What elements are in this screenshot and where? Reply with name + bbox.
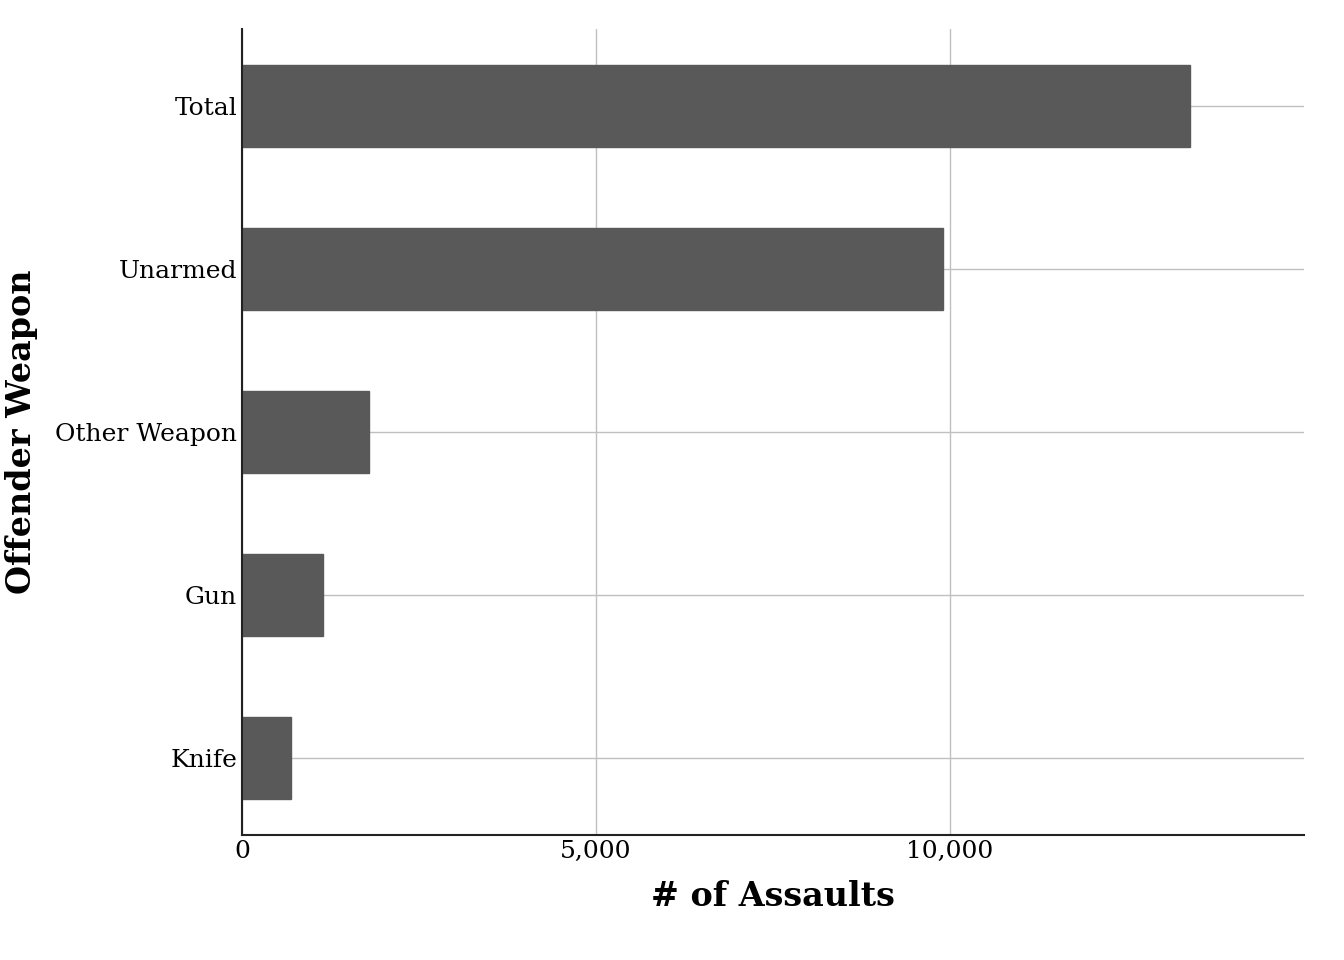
Bar [242,392,370,472]
Y-axis label: Offender Weapon: Offender Weapon [5,270,39,594]
Bar [242,228,942,310]
Bar [242,65,1191,147]
Bar [242,717,292,799]
X-axis label: # of Assaults: # of Assaults [650,879,895,913]
Bar [242,554,324,636]
